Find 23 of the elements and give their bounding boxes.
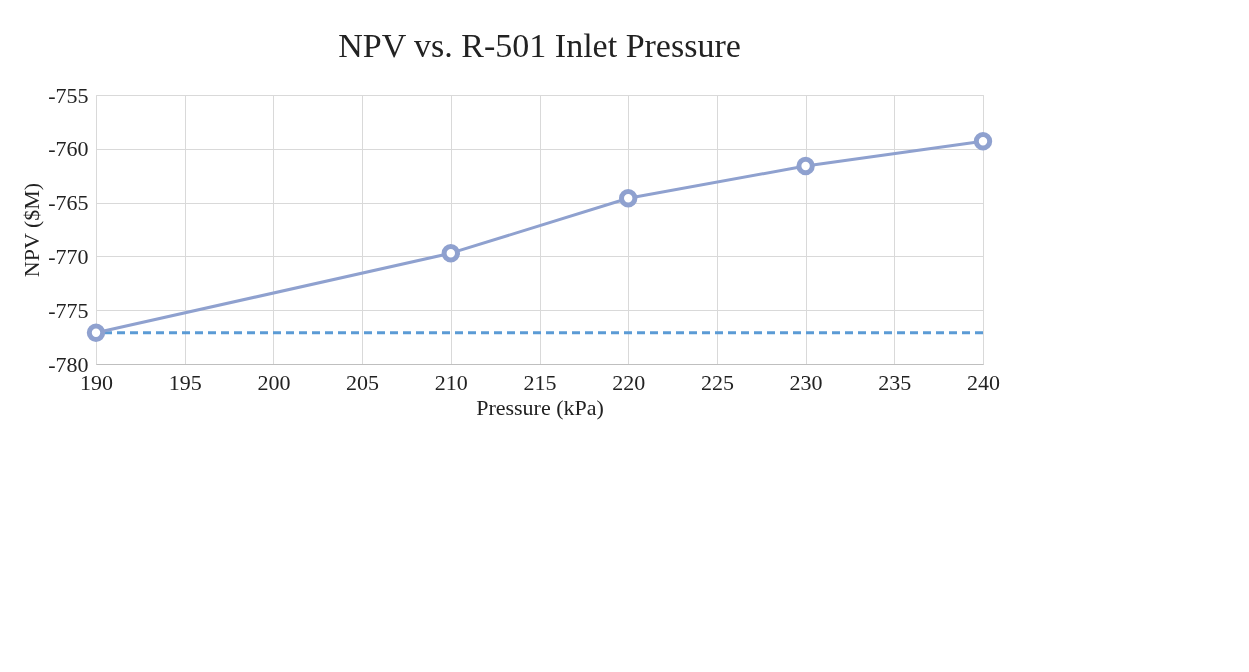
point: [86, 323, 106, 342]
x-tick-label: 210: [434, 369, 468, 395]
point: [973, 132, 993, 151]
y-axis-title: NPV ($M): [19, 182, 45, 278]
x-tick-label: 205: [346, 369, 380, 395]
chart-title: NPV vs. R-501 Inlet Pressure: [338, 27, 741, 64]
x-tick-label: 230: [789, 369, 823, 395]
y-tick-label: -770: [48, 243, 89, 269]
point: [796, 156, 815, 176]
x-tick-label: 215: [523, 369, 557, 395]
x-tick-label: 235: [878, 369, 912, 395]
y-tick-label: -765: [48, 190, 89, 216]
y-tick-label: -760: [48, 136, 89, 162]
x-tick-label: 200: [257, 369, 291, 395]
x-tick-label: 240: [967, 369, 1000, 395]
point: [618, 189, 638, 208]
x-tick-label: 225: [700, 369, 734, 395]
x-axis-title: Pressure (kPa): [476, 394, 604, 420]
point: [441, 243, 461, 263]
y-tick-label: -755: [48, 82, 89, 108]
x-tick-label: 195: [168, 369, 202, 395]
y-tick-label: -775: [48, 297, 89, 323]
x-tick-label: 220: [612, 369, 646, 395]
